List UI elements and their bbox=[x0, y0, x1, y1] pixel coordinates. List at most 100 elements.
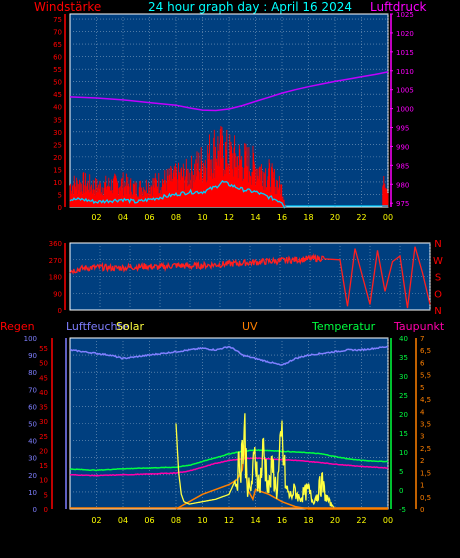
direction-tick-label: 360 bbox=[49, 240, 62, 248]
rain-tick-label: 55 bbox=[39, 345, 48, 353]
uv-tick-label: 3 bbox=[420, 433, 424, 441]
pressure-tick-label: 1025 bbox=[396, 11, 414, 19]
wind-axis-title: Windstärke bbox=[34, 0, 101, 14]
rain-tick-label: 35 bbox=[39, 404, 48, 412]
uv-tick-label: 3,5 bbox=[420, 421, 431, 429]
time-tick-label: 02 bbox=[91, 213, 101, 222]
wind-tick-label: 70 bbox=[53, 29, 62, 37]
uv-tick-label: 0 bbox=[420, 506, 424, 514]
uv-tick-label: 2,5 bbox=[420, 445, 431, 453]
wind-tick-label: 60 bbox=[53, 54, 62, 62]
compass-label: W bbox=[433, 256, 443, 267]
pressure-line bbox=[69, 71, 389, 112]
time-tick-label: 04 bbox=[118, 213, 128, 222]
humidity-tick-label: 80 bbox=[28, 369, 37, 377]
wind-tick-label: 40 bbox=[53, 104, 62, 112]
wind-tick-label: 25 bbox=[53, 141, 62, 149]
time-tick-label: 22 bbox=[356, 516, 366, 525]
pressure-tick-label: 990 bbox=[396, 143, 409, 151]
rain-tick-label: 50 bbox=[39, 360, 48, 368]
time-tick-label: 20 bbox=[330, 516, 340, 525]
dewpoint-line bbox=[69, 457, 389, 477]
humidity-axis-title: Luftfeuchte bbox=[66, 320, 129, 333]
uv-tick-label: 7 bbox=[420, 335, 424, 343]
rain-tick-label: 5 bbox=[44, 491, 48, 499]
wind-tick-label: 30 bbox=[53, 129, 62, 137]
time-tick-label: 18 bbox=[303, 516, 313, 525]
temperature-tick-label: 20 bbox=[399, 411, 408, 419]
temperature-tick-label: -5 bbox=[399, 506, 406, 514]
compass-label: O bbox=[434, 289, 442, 300]
humidity-tick-label: 40 bbox=[28, 438, 37, 446]
compass-label: N bbox=[434, 239, 441, 250]
pressure-tick-label: 975 bbox=[396, 200, 409, 208]
wind-tick-label: 35 bbox=[53, 116, 62, 124]
humidity-tick-label: 60 bbox=[28, 403, 37, 411]
rain-tick-label: 25 bbox=[39, 433, 48, 441]
wind-tick-label: 5 bbox=[58, 191, 62, 199]
rain-tick-label: 0 bbox=[44, 506, 48, 514]
rain-tick-label: 15 bbox=[39, 462, 48, 470]
dewpoint-axis-title: Taupunkt bbox=[393, 320, 445, 333]
rain-tick-label: 10 bbox=[39, 477, 48, 485]
compass-label: N bbox=[434, 306, 441, 317]
uv-tick-label: 4 bbox=[420, 408, 425, 416]
compass-label: S bbox=[435, 273, 441, 284]
temperature-line bbox=[69, 449, 389, 472]
rain-tick-label: 20 bbox=[39, 447, 48, 455]
time-tick-label: 18 bbox=[303, 213, 313, 222]
pressure-tick-label: 985 bbox=[396, 162, 409, 170]
uv-tick-label: 0,5 bbox=[420, 494, 431, 502]
time-tick-label: 06 bbox=[144, 213, 154, 222]
pressure-axis-title: Luftdruck bbox=[370, 0, 427, 14]
uv-line bbox=[175, 445, 388, 510]
humidity-tick-label: 70 bbox=[28, 386, 37, 394]
wind-gust-spikes bbox=[69, 126, 287, 207]
temperature-tick-label: 0 bbox=[399, 487, 403, 495]
humidity-tick-label: 10 bbox=[28, 489, 37, 497]
chart-title: 24 hour graph day : April 16 2024 bbox=[148, 0, 352, 14]
pressure-tick-label: 980 bbox=[396, 181, 409, 189]
pressure-tick-label: 1010 bbox=[396, 68, 414, 76]
humidity-tick-label: 20 bbox=[28, 472, 37, 480]
rain-tick-label: 40 bbox=[39, 389, 48, 397]
pressure-tick-label: 1000 bbox=[396, 106, 414, 114]
wind-tick-label: 55 bbox=[53, 66, 62, 74]
time-tick-label: 12 bbox=[224, 516, 234, 525]
rain-tick-label: 30 bbox=[39, 418, 48, 426]
temperature-tick-label: 10 bbox=[399, 449, 408, 457]
humidity-tick-label: 50 bbox=[28, 421, 37, 429]
time-tick-label: 20 bbox=[330, 213, 340, 222]
time-tick-label: 22 bbox=[356, 213, 366, 222]
wind-tick-label: 65 bbox=[53, 41, 62, 49]
temperature-tick-label: 25 bbox=[399, 392, 408, 400]
wind-tick-label: 45 bbox=[53, 91, 62, 99]
humidity-tick-label: 0 bbox=[33, 506, 37, 514]
wind-tick-label: 15 bbox=[53, 166, 62, 174]
time-tick-label: 08 bbox=[171, 516, 181, 525]
temperature-axis-title: Temperatur bbox=[311, 320, 376, 333]
wind-tick-label: 50 bbox=[53, 79, 62, 87]
humidity-tick-label: 30 bbox=[28, 455, 37, 463]
wind-tick-label: 20 bbox=[53, 154, 62, 162]
direction-tick-label: 90 bbox=[53, 290, 62, 298]
temperature-tick-label: 5 bbox=[399, 468, 403, 476]
rain-axis-title: Regen bbox=[0, 320, 35, 333]
wind-tick-label: 10 bbox=[53, 179, 62, 187]
wind-pressure-panel: 0510152025303540455055606570759759809859… bbox=[53, 11, 414, 222]
temperature-tick-label: 15 bbox=[399, 430, 408, 438]
pressure-tick-label: 995 bbox=[396, 125, 409, 133]
uv-tick-label: 5,5 bbox=[420, 372, 431, 380]
time-tick-label: 16 bbox=[277, 516, 287, 525]
time-tick-label: 08 bbox=[171, 213, 181, 222]
pressure-tick-label: 1020 bbox=[396, 30, 414, 38]
time-tick-label: 10 bbox=[197, 516, 207, 525]
uv-tick-label: 6,5 bbox=[420, 347, 431, 355]
uv-tick-label: 1 bbox=[420, 482, 424, 490]
pressure-tick-label: 1015 bbox=[396, 49, 414, 57]
time-tick-label: 14 bbox=[250, 516, 260, 525]
uv-tick-label: 2 bbox=[420, 457, 424, 465]
